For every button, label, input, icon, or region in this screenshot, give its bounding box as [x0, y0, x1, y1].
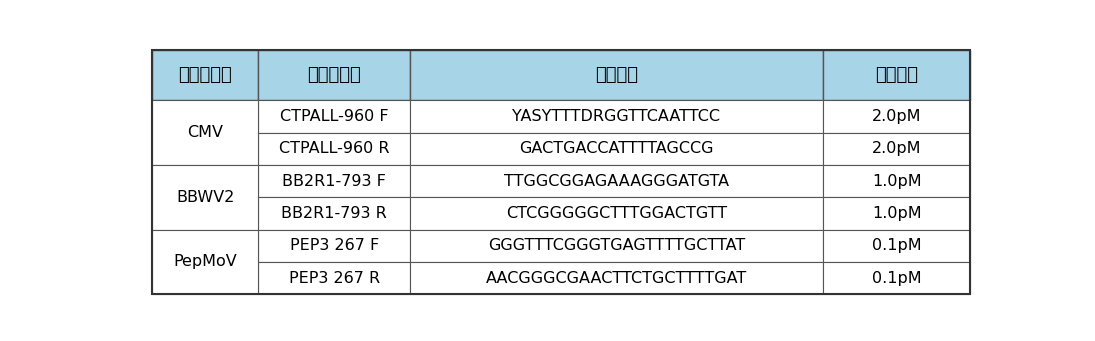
Text: 최종농도: 최종농도 — [875, 66, 918, 84]
Bar — [410, 50, 823, 100]
Text: 1.0pM: 1.0pM — [872, 174, 921, 189]
Text: 0.1pM: 0.1pM — [872, 271, 921, 286]
Bar — [823, 262, 970, 294]
Bar — [258, 229, 410, 262]
Text: 프라이머명: 프라이머명 — [308, 66, 361, 84]
Bar — [258, 262, 410, 294]
Text: 염기서열: 염기서열 — [595, 66, 638, 84]
Bar — [410, 100, 823, 133]
Text: GGGTTTCGGGTGAGTTTTGCTTAT: GGGTTTCGGGTGAGTTTTGCTTAT — [487, 238, 745, 253]
Text: YASYTTTDRGGTTCAATTCC: YASYTTTDRGGTTCAATTCC — [512, 109, 721, 124]
Text: CTPALL-960 F: CTPALL-960 F — [280, 109, 389, 124]
Bar — [823, 197, 970, 229]
Text: 2.0pM: 2.0pM — [872, 109, 921, 124]
Text: BB2R1-793 R: BB2R1-793 R — [281, 206, 387, 221]
Bar — [823, 50, 970, 100]
Bar — [410, 262, 823, 294]
Text: AACGGGCGAACTTCTGCTTTTGAT: AACGGGCGAACTTCTGCTTTTGAT — [486, 271, 747, 286]
Text: PEP3 267 R: PEP3 267 R — [289, 271, 380, 286]
Text: PEP3 267 F: PEP3 267 F — [289, 238, 379, 253]
Bar — [410, 197, 823, 229]
Text: BBWV2: BBWV2 — [176, 190, 234, 205]
Bar — [410, 165, 823, 197]
Bar — [258, 50, 410, 100]
Text: 0.1pM: 0.1pM — [872, 238, 921, 253]
Text: CMV: CMV — [187, 125, 223, 140]
Text: CTPALL-960 R: CTPALL-960 R — [279, 141, 390, 156]
Bar — [152, 229, 258, 294]
Bar — [258, 197, 410, 229]
Text: 바이러스명: 바이러스명 — [178, 66, 232, 84]
Text: CTCGGGGGCTTTGGACTGTT: CTCGGGGGCTTTGGACTGTT — [506, 206, 727, 221]
Bar — [152, 50, 258, 100]
Text: 2.0pM: 2.0pM — [872, 141, 921, 156]
Bar — [152, 100, 258, 165]
Bar — [410, 229, 823, 262]
Text: PepMoV: PepMoV — [173, 254, 238, 269]
Text: 1.0pM: 1.0pM — [872, 206, 921, 221]
Text: TTGGCGGAGAAAGGGATGTA: TTGGCGGAGAAAGGGATGTA — [504, 174, 729, 189]
Bar — [258, 133, 410, 165]
Bar — [823, 133, 970, 165]
Text: GACTGACCATTTTAGCCG: GACTGACCATTTTAGCCG — [519, 141, 714, 156]
Text: BB2R1-793 F: BB2R1-793 F — [283, 174, 387, 189]
Bar — [410, 133, 823, 165]
Bar — [258, 165, 410, 197]
Bar — [823, 100, 970, 133]
Bar — [152, 165, 258, 229]
Bar — [258, 100, 410, 133]
Bar — [823, 229, 970, 262]
Bar — [823, 165, 970, 197]
